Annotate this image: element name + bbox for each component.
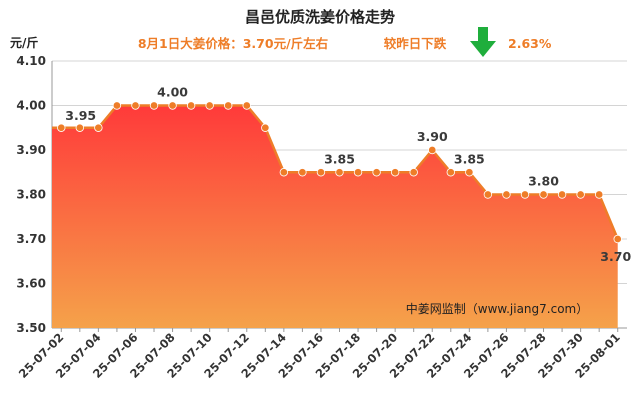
y-tick-label: 3.80 [16, 188, 46, 202]
data-point [298, 168, 307, 177]
data-point [576, 190, 585, 199]
change-label: 较昨日下跌 [384, 36, 447, 51]
data-point [502, 190, 511, 199]
data-point [57, 123, 66, 132]
data-point [483, 190, 493, 199]
price-subtitle: 8月1日大姜价格：3.70元/斤左右 [138, 36, 328, 51]
data-points [57, 101, 622, 244]
data-label: 3.90 [417, 129, 448, 144]
y-tick-label: 3.70 [16, 232, 46, 246]
y-tick-label: 3.90 [16, 143, 46, 157]
data-labels: 3.95 4.00 3.85 3.90 3.85 3.80 3.70 [65, 85, 631, 265]
data-point [279, 168, 289, 177]
data-label: 3.95 [65, 108, 96, 123]
data-point [242, 101, 251, 110]
y-tick-label: 4.10 [16, 54, 46, 68]
chart-title: 昌邑优质洗姜价格走势 [245, 8, 395, 26]
data-point [390, 168, 400, 177]
data-label: 3.80 [528, 174, 559, 189]
data-point [205, 101, 214, 110]
y-tick-label: 3.60 [16, 277, 46, 291]
y-tick-label: 4.00 [16, 99, 46, 113]
data-point [520, 190, 530, 199]
watermark: 中姜网监制（www.jiang7.com） [406, 301, 588, 316]
data-point [149, 101, 159, 110]
x-axis-ticks: 25-07-0225-07-0425-07-0625-07-0825-07-10… [16, 328, 623, 381]
data-point [557, 190, 567, 199]
data-point [372, 168, 381, 177]
data-label: 4.00 [157, 85, 188, 100]
down-arrow-icon [470, 27, 496, 57]
y-axis-unit: 元/斤 [10, 35, 38, 50]
data-point [335, 168, 344, 177]
change-value: 2.63% [508, 36, 552, 51]
data-point [75, 123, 85, 132]
y-tick-label: 3.50 [16, 321, 46, 335]
data-label: 3.70 [600, 249, 631, 264]
data-point [409, 168, 418, 177]
data-point [446, 168, 455, 177]
data-point [316, 168, 326, 177]
data-point [428, 145, 437, 155]
data-point [186, 101, 196, 110]
data-point [465, 168, 474, 177]
data-point [353, 168, 363, 177]
data-label: 3.85 [324, 151, 355, 166]
y-axis-ticks: 3.50 3.60 3.70 3.80 3.90 4.00 4.10 [16, 54, 46, 335]
data-point [539, 190, 548, 199]
data-point [261, 123, 270, 132]
data-point [224, 101, 233, 110]
data-label: 3.85 [454, 151, 485, 166]
data-point [94, 123, 103, 132]
data-point [131, 101, 140, 110]
data-point [613, 234, 622, 244]
data-point [594, 190, 604, 199]
data-point [112, 101, 122, 110]
area-fill [52, 105, 618, 328]
data-point [168, 101, 177, 110]
area-path [52, 105, 618, 328]
